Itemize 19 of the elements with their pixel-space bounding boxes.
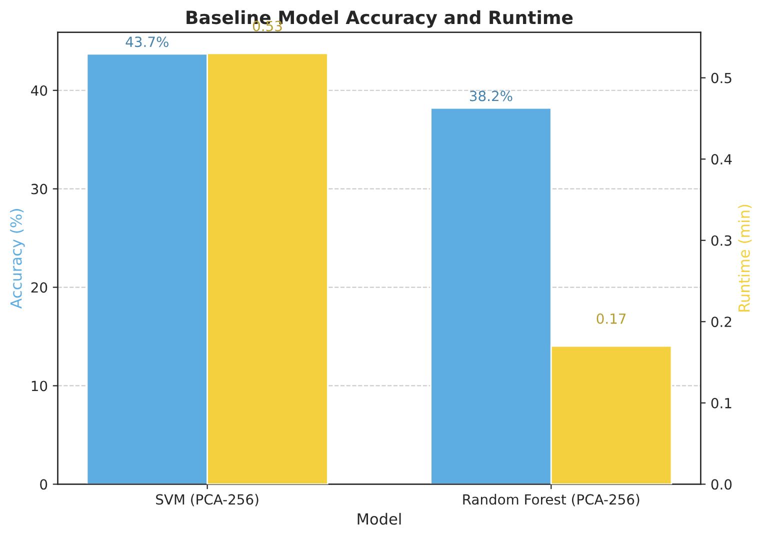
- y-tick-label: 20: [31, 282, 48, 293]
- x-tick-label: Random Forest (PCA-256): [463, 494, 640, 506]
- y2-tick-label: 0.4: [711, 154, 732, 165]
- y2-axis-title: Runtime (min): [738, 204, 752, 312]
- x-axis-title: Model: [358, 512, 401, 525]
- y2-tick-label: 0.3: [711, 235, 732, 246]
- y-tick-label: 40: [31, 85, 48, 96]
- y2-tick-label: 0.1: [711, 398, 732, 408]
- y2-tick-label: 0.2: [711, 316, 732, 328]
- y2-tick-label: 0.0: [711, 479, 732, 490]
- data-label: 38.2%: [470, 90, 512, 102]
- y-tick-label: 30: [31, 184, 48, 194]
- data-label: 43.7%: [126, 36, 168, 48]
- x-tick-label: SVM (PCA-256): [156, 494, 258, 506]
- y-tick-label: 0: [40, 479, 48, 490]
- y-axis-title: Accuracy (%): [10, 209, 25, 309]
- y-tick-label: 10: [32, 380, 48, 392]
- data-label: 0.17: [596, 313, 626, 324]
- y2-tick-label: 0.5: [711, 72, 732, 84]
